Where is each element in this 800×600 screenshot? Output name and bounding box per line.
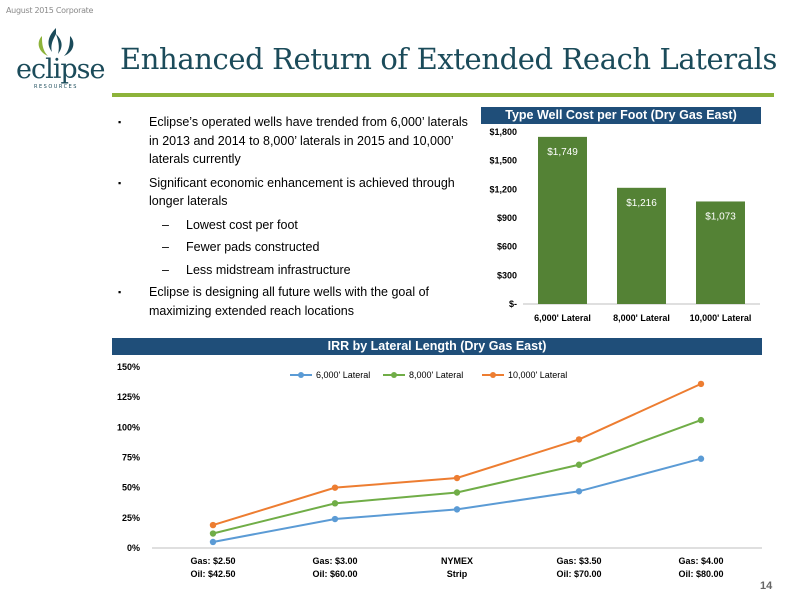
data-point — [575, 488, 583, 495]
bullet-marker: ▪ — [118, 117, 122, 127]
data-point — [453, 489, 461, 496]
y-tick-label: $300 — [497, 270, 517, 280]
x-tick-line: Gas: $4.00 — [678, 556, 723, 566]
sub-bullet-item: – Less midstream infrastructure — [116, 261, 476, 280]
x-tick-label: Gas: $2.50 Oil: $42.50 — [190, 556, 235, 579]
flame-leaf-icon — [38, 28, 74, 56]
x-tick-line: Gas: $3.00 — [312, 556, 357, 566]
bar-value-label: $1,073 — [705, 211, 736, 222]
x-tick-label: Gas: $4.00 Oil: $80.00 — [678, 556, 723, 579]
x-tick-label: Gas: $3.00 Oil: $60.00 — [312, 556, 357, 579]
x-tick-label: 8,000' Lateral — [613, 313, 670, 323]
x-tick-label: Gas: $3.50 Oil: $70.00 — [556, 556, 601, 579]
data-point — [453, 474, 461, 482]
sub-bullet-text: Fewer pads constructed — [186, 240, 320, 254]
bullet-item: ▪ Eclipse’s operated wells have trended … — [116, 113, 476, 169]
legend-label: 10,000' Lateral — [508, 370, 567, 380]
x-tick-label: 10,000' Lateral — [690, 313, 752, 323]
y-tick-label: $900 — [497, 213, 517, 223]
bullet-text: Significant economic enhancement is achi… — [149, 175, 455, 209]
data-point — [697, 416, 705, 424]
y-tick-label: 100% — [117, 422, 140, 432]
y-tick-label: 25% — [122, 513, 140, 523]
data-point — [331, 515, 339, 523]
bullet-text: Eclipse is designing all future wells wi… — [149, 285, 430, 318]
sub-bullet-text: Lowest cost per foot — [186, 217, 298, 232]
data-point — [575, 461, 583, 468]
series-line — [212, 457, 702, 543]
line-chart-title: IRR by Lateral Length (Dry Gas East) — [112, 338, 762, 355]
bullet-text: Eclipse’s operated wells have trended fr… — [149, 115, 468, 166]
legend-swatch-marker — [391, 372, 397, 378]
series-line — [212, 382, 702, 527]
y-tick-label: 125% — [117, 392, 140, 402]
logo-subtext: RESOURCES — [34, 84, 78, 90]
company-logo: eclipse RESOURCES — [16, 24, 106, 90]
bullet-marker: ▪ — [118, 287, 122, 297]
title-rule — [112, 93, 774, 97]
x-tick-label: 6,000' Lateral — [534, 313, 591, 323]
data-point — [575, 436, 583, 443]
y-tick-label: $1,800 — [489, 127, 517, 137]
data-point — [331, 500, 339, 507]
sub-bullet-marker: – — [162, 240, 169, 254]
x-tick-line: Oil: $42.50 — [190, 569, 235, 579]
sub-bullet-marker: – — [162, 217, 169, 232]
bar — [538, 136, 587, 304]
y-tick-label: $1,500 — [489, 156, 517, 166]
x-tick-line: Oil: $80.00 — [678, 569, 723, 579]
bullet-list: ▪ Eclipse’s operated wells have trended … — [116, 113, 476, 325]
legend-swatch-marker — [298, 372, 304, 378]
y-tick-label: $600 — [497, 242, 517, 252]
data-point — [209, 530, 217, 537]
y-tick-label: 75% — [122, 453, 140, 463]
y-tick-label: 50% — [122, 483, 140, 493]
bar — [696, 201, 745, 304]
legend-label: 6,000' Lateral — [316, 370, 370, 380]
data-point — [209, 521, 217, 529]
bar-chart-title: Type Well Cost per Foot (Dry Gas East) — [481, 107, 761, 124]
x-tick-line: Oil: $70.00 — [556, 569, 601, 579]
x-tick-line: Strip — [447, 569, 468, 579]
bar — [617, 187, 666, 304]
y-tick-label: 0% — [127, 543, 140, 553]
data-point — [697, 380, 705, 388]
x-tick-line: Oil: $60.00 — [312, 569, 357, 579]
sub-bullet-marker: – — [162, 262, 169, 277]
sub-bullet-item: – Fewer pads constructed — [116, 238, 476, 257]
bullet-item: ▪ Eclipse is designing all future wells … — [116, 283, 476, 320]
y-tick-label: 150% — [117, 362, 140, 372]
data-point — [453, 506, 461, 513]
y-tick-label: $1,200 — [489, 184, 517, 194]
y-tick-label: $- — [509, 299, 517, 309]
bar-value-label: $1,216 — [626, 198, 657, 209]
logo-wordmark: eclipse — [16, 54, 106, 85]
legend-swatch-marker — [490, 372, 496, 378]
x-tick-line: Gas: $2.50 — [190, 556, 235, 566]
data-point — [697, 455, 705, 462]
data-point — [209, 538, 217, 546]
x-tick-line: Gas: $3.50 — [556, 556, 601, 566]
corner-note: August 2015 Corporate — [6, 6, 94, 15]
bullet-marker: ▪ — [118, 177, 122, 188]
page-number: 14 — [760, 580, 773, 592]
legend-label: 8,000' Lateral — [409, 370, 463, 380]
data-point — [331, 484, 339, 491]
slide-title: Enhanced Return of Extended Reach Latera… — [120, 42, 777, 76]
x-tick-line: NYMEX — [441, 556, 473, 566]
sub-bullet-text: Less midstream infrastructure — [186, 262, 351, 277]
sub-bullet-item: – Lowest cost per foot — [116, 216, 476, 235]
bar-value-label: $1,749 — [547, 147, 578, 158]
x-tick-label: NYMEX Strip — [441, 556, 473, 579]
bullet-item: ▪ Significant economic enhancement is ac… — [116, 174, 476, 211]
